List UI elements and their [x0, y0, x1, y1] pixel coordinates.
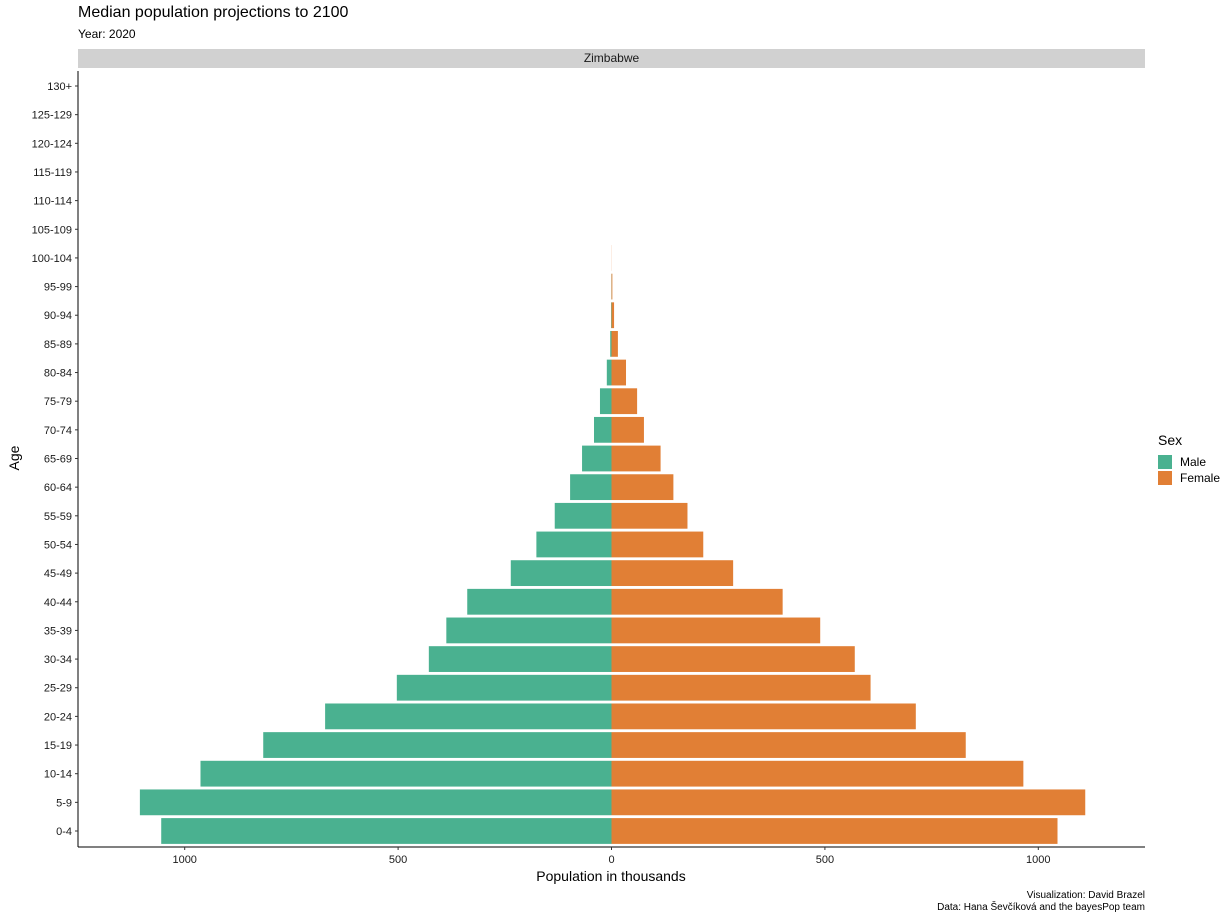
y-tick-label: 105-109: [32, 224, 72, 236]
caption-visualization: Visualization: David Brazel: [1026, 890, 1145, 901]
legend-label-female: Female: [1180, 471, 1221, 485]
y-tick-label: 45-49: [44, 568, 72, 580]
x-tick-label: 0: [608, 854, 614, 866]
bar-female-5-9: [611, 789, 1086, 816]
bar-male-80-84: [606, 359, 612, 386]
bar-male-10-14: [200, 760, 612, 787]
y-tick-label: 35-39: [44, 625, 72, 637]
y-tick-label: 15-19: [44, 740, 72, 752]
chart-subtitle: Year: 2020: [78, 27, 136, 41]
bar-female-0-4: [611, 818, 1058, 844]
bar-male-55-59: [554, 502, 612, 529]
y-tick-label: 20-24: [44, 711, 72, 723]
y-tick-label: 75-79: [44, 396, 72, 408]
x-tick-label: 500: [389, 854, 407, 866]
bar-female-20-24: [611, 703, 916, 730]
bar-female-60-64: [611, 474, 674, 501]
bar-male-70-74: [594, 416, 612, 443]
y-tick-label: 60-64: [44, 482, 72, 494]
y-tick-label: 130+: [47, 81, 72, 93]
y-tick-label: 65-69: [44, 454, 72, 466]
caption: Visualization: David Brazel Data: Hana Š…: [937, 890, 1145, 914]
y-tick-label: 25-29: [44, 683, 72, 695]
y-tick-label: 120-124: [32, 138, 72, 150]
x-axis-label: Population in thousands: [536, 868, 685, 884]
y-tick-label: 40-44: [44, 597, 72, 609]
chart-title: Median population projections to 2100: [78, 4, 349, 21]
y-tick-label: 30-34: [44, 654, 72, 666]
bar-female-70-74: [611, 416, 644, 443]
bar-female-80-84: [611, 359, 627, 386]
x-tick-label: 500: [816, 854, 834, 866]
caption-data-source: Data: Hana Ševčíková and the bayesPop te…: [937, 902, 1145, 913]
bar-female-25-29: [611, 674, 871, 701]
bar-female-95-99: [611, 273, 613, 300]
bar-male-35-39: [446, 617, 612, 644]
legend-item-female: Female: [1158, 470, 1220, 486]
bar-male-30-34: [428, 646, 612, 672]
bar-female-90-94: [611, 302, 615, 329]
y-tick-label: 50-54: [44, 539, 72, 551]
bar-male-65-69: [582, 445, 612, 472]
bar-male-25-29: [396, 674, 612, 701]
y-tick-label: 0-4: [56, 826, 72, 838]
bar-female-40-44: [611, 588, 783, 615]
y-tick-label: 95-99: [44, 282, 72, 294]
y-tick-label: 110-114: [33, 196, 72, 208]
y-tick-label: 10-14: [44, 769, 72, 781]
bar-male-50-54: [536, 531, 612, 558]
bar-female-50-54: [611, 531, 704, 558]
y-tick-label: 55-59: [44, 511, 72, 523]
bar-female-85-89: [611, 330, 618, 357]
y-axis-label: Age: [6, 445, 22, 470]
y-tick-label: 100-104: [32, 253, 72, 265]
bar-female-65-69: [611, 445, 661, 472]
bar-male-75-79: [599, 388, 612, 415]
bar-male-5-9: [139, 789, 612, 816]
bar-male-0-4: [161, 818, 612, 844]
legend: Sex Male Female: [1158, 432, 1220, 486]
y-tick-label: 125-129: [32, 110, 72, 122]
bar-male-15-19: [263, 732, 612, 758]
legend-swatch-female: [1158, 471, 1172, 485]
bar-male-45-49: [510, 560, 612, 587]
bar-female-15-19: [611, 732, 966, 758]
bar-male-20-24: [325, 703, 612, 730]
bar-female-75-79: [611, 388, 638, 415]
x-tick-label: 1000: [1026, 854, 1050, 866]
bar-female-10-14: [611, 760, 1024, 787]
y-tick-label: 90-94: [44, 310, 72, 322]
y-tick-label: 5-9: [56, 797, 72, 809]
y-tick-label: 70-74: [44, 425, 72, 437]
bar-male-85-89: [610, 330, 612, 357]
legend-item-male: Male: [1158, 454, 1220, 470]
bar-female-55-59: [611, 502, 688, 529]
bar-male-40-44: [467, 588, 612, 615]
y-tick-label: 80-84: [44, 368, 72, 380]
facet-strip: Zimbabwe: [78, 49, 1145, 68]
x-tick-label: 1000: [172, 854, 196, 866]
bar-male-60-64: [570, 474, 612, 501]
legend-label-male: Male: [1180, 455, 1207, 469]
legend-title: Sex: [1158, 432, 1183, 448]
y-tick-label: 85-89: [44, 339, 72, 351]
bar-female-30-34: [611, 646, 855, 672]
legend-swatch-male: [1158, 455, 1172, 469]
bar-female-45-49: [611, 560, 734, 587]
y-tick-label: 115-119: [33, 167, 72, 179]
bar-female-35-39: [611, 617, 821, 644]
